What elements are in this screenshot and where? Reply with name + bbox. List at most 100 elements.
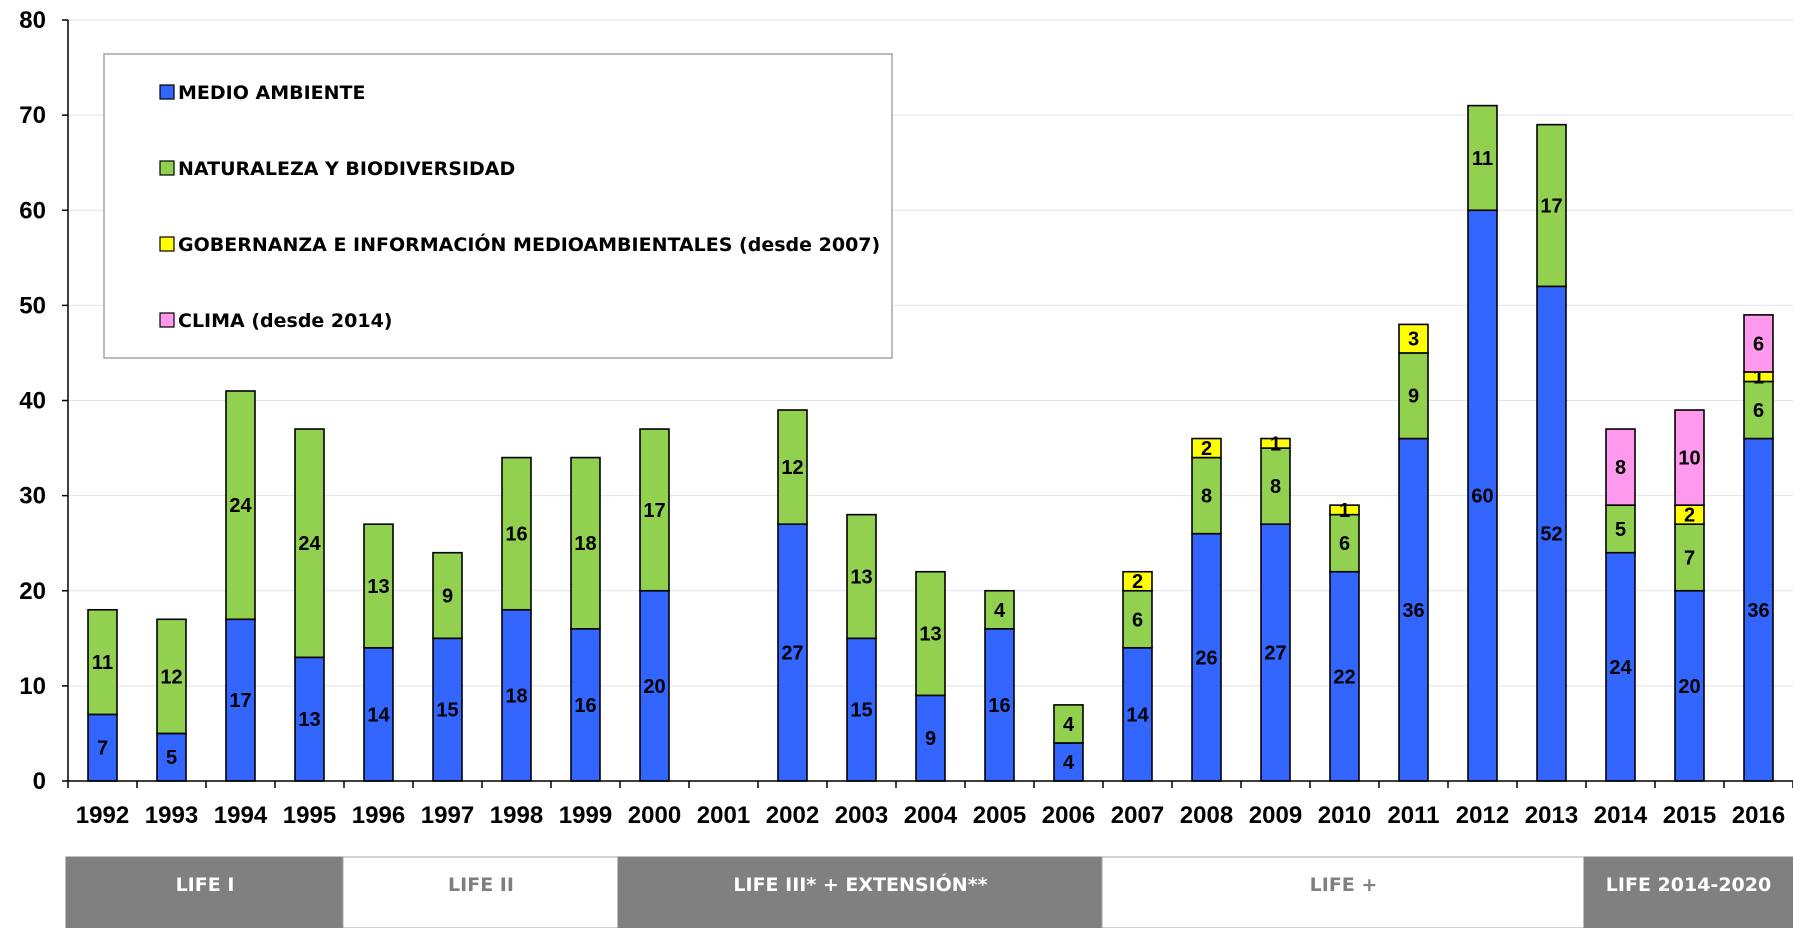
data-label: 9: [925, 728, 936, 750]
data-label: 12: [781, 457, 803, 479]
bar-segment: [294, 428, 325, 659]
y-tick-label: 70: [19, 102, 46, 129]
bar-segment: [1122, 647, 1153, 782]
period-segment: [65, 856, 345, 928]
x-tick-label: 1994: [214, 802, 268, 829]
bar-segment: [225, 390, 256, 621]
x-tick-label: 1998: [490, 802, 543, 829]
legend-label: CLIMA (desde 2014): [178, 310, 393, 332]
bar-segment: [363, 523, 394, 649]
y-tick-label: 0: [33, 768, 46, 795]
bar-segment: [1605, 428, 1636, 506]
data-label: 17: [1540, 195, 1562, 217]
bar-segment: [639, 589, 670, 782]
y-tick-label: 80: [19, 7, 46, 34]
bar-segment: [432, 551, 463, 640]
data-label: 7: [97, 738, 108, 760]
period-segment: [617, 856, 1104, 928]
x-tick-label: 2012: [1456, 802, 1509, 829]
bar-segment: [1260, 437, 1291, 449]
bar-segment: [87, 713, 118, 782]
period-label: LIFE +: [1310, 874, 1378, 896]
data-label: 17: [229, 690, 251, 712]
x-axis-tick-labels: 1992 1993 1994 1995 1996 1997 1998 1999 2000 2001…: [76, 802, 1785, 829]
bar-segment: [846, 637, 877, 782]
x-tick-label: 2005: [973, 802, 1026, 829]
data-label: 7: [1684, 547, 1695, 569]
data-label: 10: [1678, 448, 1700, 470]
data-label: 6: [1753, 333, 1764, 355]
data-label: 11: [92, 652, 113, 674]
data-label: 24: [229, 495, 252, 517]
x-tick-label: 2016: [1732, 802, 1785, 829]
period-segment: [1101, 856, 1587, 928]
data-label: 1: [1753, 367, 1764, 389]
y-tick-label: 20: [19, 578, 46, 605]
data-label: 4: [1063, 714, 1075, 736]
data-label: 4: [1063, 752, 1075, 774]
x-tick-label: 2002: [766, 802, 819, 829]
legend-swatch: [159, 84, 175, 100]
data-label: 18: [505, 685, 527, 707]
x-tick-label: 2000: [628, 802, 681, 829]
data-label: 6: [1132, 609, 1143, 631]
legend-label: MEDIO AMBIENTE: [178, 82, 365, 104]
bars: 7115121724132414131591816161820172712151…: [87, 104, 1774, 782]
data-label: 8: [1201, 486, 1212, 508]
x-tick-label: 2004: [904, 802, 958, 829]
data-label: 11: [1472, 148, 1493, 170]
y-tick-label: 50: [19, 292, 46, 319]
x-tick-label: 2015: [1663, 802, 1716, 829]
data-label: 18: [574, 533, 596, 555]
bar-segment: [1536, 123, 1567, 288]
bar-segment: [1191, 532, 1222, 782]
x-tick-label: 1992: [76, 802, 129, 829]
data-label: 36: [1747, 600, 1769, 622]
x-tick-label: 1999: [559, 802, 612, 829]
bar-segment: [87, 608, 118, 716]
data-label: 5: [166, 747, 177, 769]
data-label: 16: [574, 695, 596, 717]
x-tick-label: 1995: [283, 802, 336, 829]
bar-segment: [639, 428, 670, 592]
data-label: 6: [1753, 400, 1764, 422]
bar-segment: [984, 589, 1015, 630]
data-label: 13: [919, 624, 941, 646]
bar-segment: [1674, 409, 1705, 506]
legend-swatch: [159, 236, 175, 252]
data-label: 2: [1684, 505, 1695, 527]
bar-segment: [777, 523, 808, 782]
x-tick-label: 2011: [1387, 802, 1439, 829]
data-label: 26: [1195, 647, 1217, 669]
bar-segment: [1122, 589, 1153, 649]
x-tick-label: 2010: [1318, 802, 1371, 829]
bar-segment: [1398, 323, 1429, 354]
bar-segment: [915, 694, 946, 782]
bar-segment: [1260, 447, 1291, 525]
legend-label: GOBERNANZA E INFORMACIÓN MEDIOAMBIENTALE…: [178, 232, 880, 256]
bar-segment: [1743, 314, 1774, 373]
data-label: 13: [298, 709, 320, 731]
bar-segment: [1743, 380, 1774, 440]
bar-segment: [156, 618, 187, 735]
data-label: 8: [1615, 457, 1626, 479]
y-tick-label: 60: [19, 197, 46, 224]
data-label: 3: [1408, 329, 1419, 351]
bar-segment: [1191, 456, 1222, 535]
data-label: 2: [1132, 571, 1143, 593]
data-label: 36: [1402, 600, 1424, 622]
data-label: 14: [1126, 704, 1149, 726]
data-label: 20: [1678, 676, 1700, 698]
legend-swatch: [159, 160, 175, 176]
bar-segment: [1191, 437, 1222, 459]
y-tick-label: 40: [19, 388, 46, 415]
data-label: 15: [436, 700, 458, 722]
data-label: 22: [1333, 666, 1355, 688]
data-label: 24: [298, 533, 321, 555]
bar-segment: [846, 513, 877, 640]
y-tick-label: 30: [19, 483, 46, 510]
legend-box: [103, 53, 893, 359]
data-label: 9: [442, 586, 453, 608]
x-tick-label: 2014: [1594, 802, 1648, 829]
